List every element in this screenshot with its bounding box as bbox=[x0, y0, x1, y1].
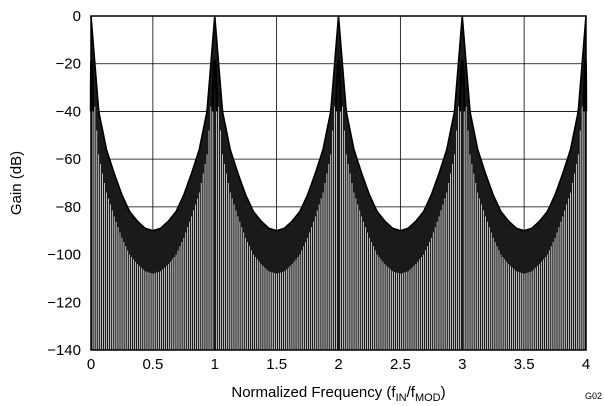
x-tick-label: 1.5 bbox=[266, 356, 287, 373]
x-tick-label: 4 bbox=[582, 356, 590, 373]
x-tick-label: 2.5 bbox=[390, 356, 411, 373]
x-tick-label: 0.5 bbox=[142, 356, 163, 373]
y-axis-label: Gain (dB) bbox=[8, 151, 25, 215]
y-tick-label: −100 bbox=[47, 247, 81, 264]
gain-envelope-fill bbox=[91, 16, 586, 350]
x-tick-label: 3.5 bbox=[514, 356, 535, 373]
main-lobe-peak bbox=[458, 59, 466, 112]
x-axis-tick-labels: 0 0.5 1 1.5 2 2.5 3 3.5 4 bbox=[87, 356, 590, 373]
x-tick-label: 1 bbox=[211, 356, 219, 373]
plot-area bbox=[89, 15, 588, 350]
y-tick-label: 0 bbox=[73, 8, 81, 25]
y-axis-tick-labels: 0 −20 −40 −60 −80 −100 −120 −140 bbox=[47, 8, 81, 359]
y-tick-label: −140 bbox=[47, 342, 81, 359]
y-tick-label: −60 bbox=[56, 151, 81, 168]
y-tick-label: −120 bbox=[47, 294, 81, 311]
plot-frame bbox=[90, 15, 587, 351]
figure-code: G02 bbox=[585, 391, 602, 401]
x-tick-label: 0 bbox=[87, 356, 95, 373]
x-tick-label: 2 bbox=[334, 356, 342, 373]
main-lobe-peak bbox=[335, 59, 342, 112]
main-lobe-peak bbox=[211, 59, 219, 112]
y-tick-label: −40 bbox=[56, 103, 81, 120]
x-tick-label: 3 bbox=[458, 356, 466, 373]
x-axis-label: Normalized Frequency (fIN/fMOD) bbox=[231, 384, 445, 404]
y-tick-label: −20 bbox=[56, 56, 81, 73]
y-tick-label: −80 bbox=[56, 199, 81, 216]
